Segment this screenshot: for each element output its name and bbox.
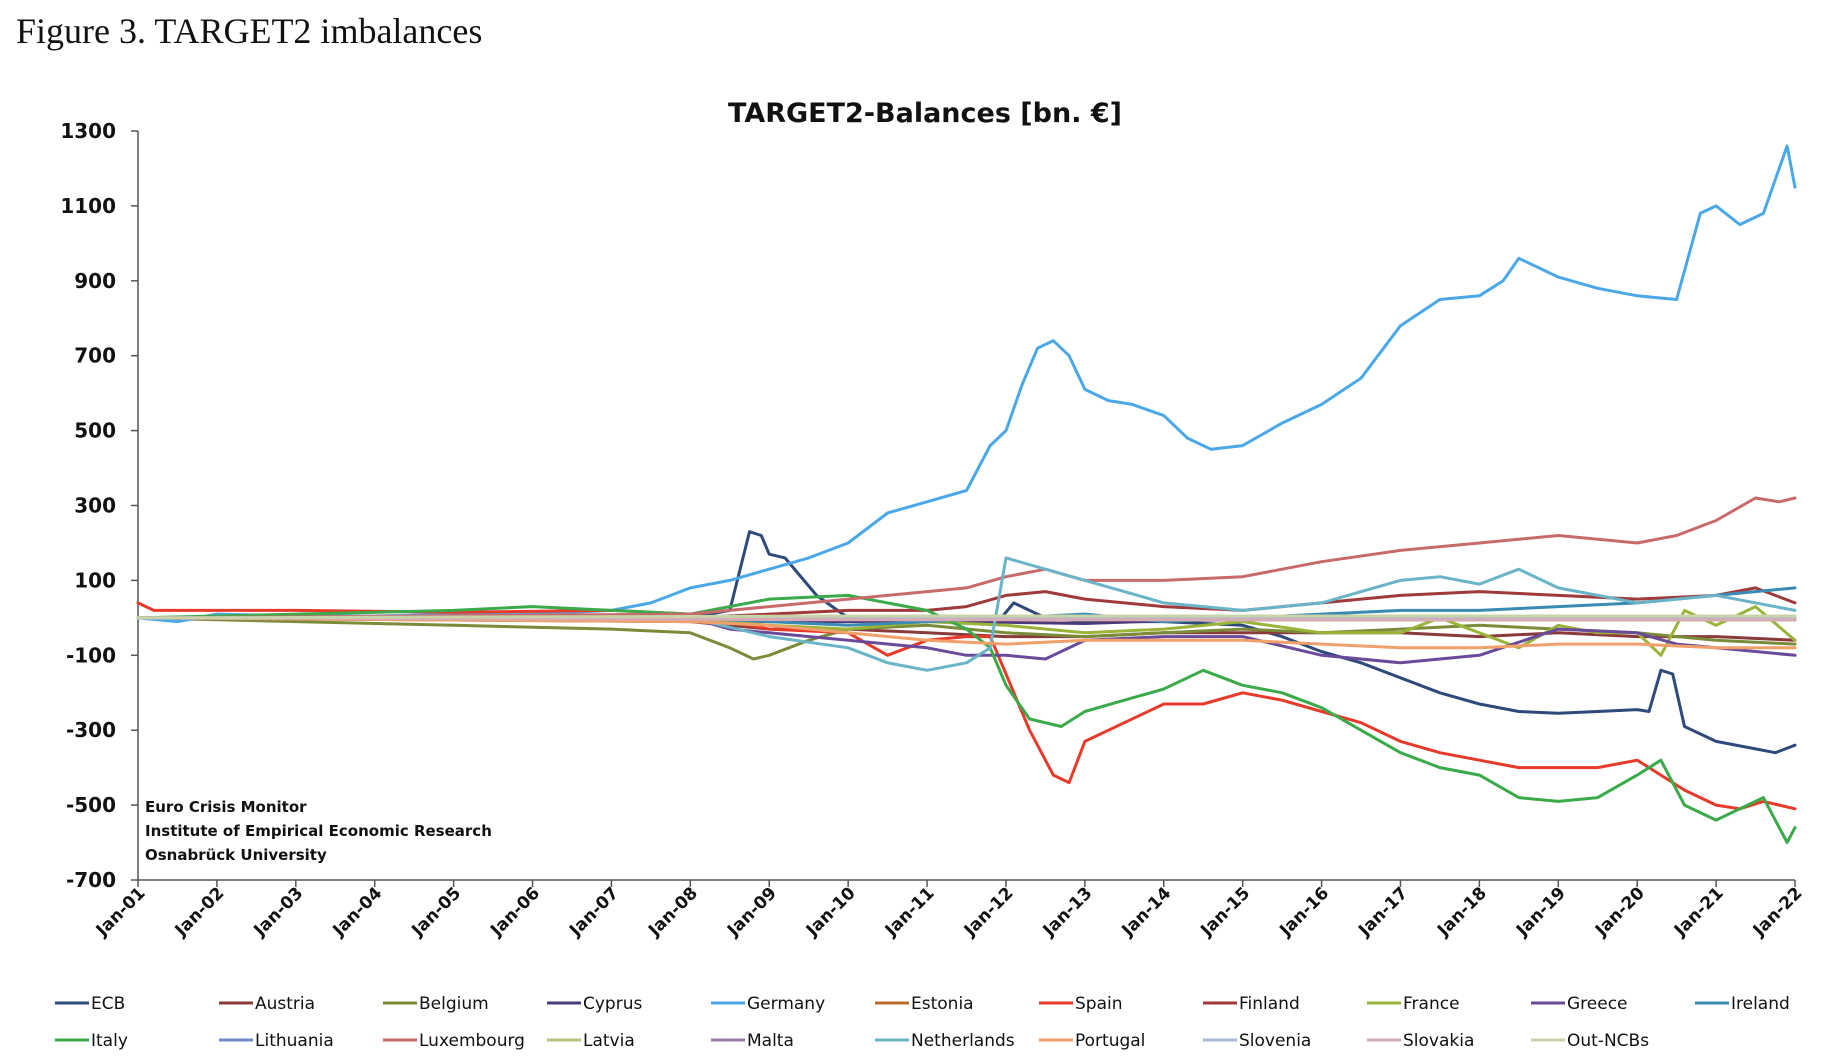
legend-label: Italy [91, 1031, 128, 1051]
series-lines [136, 144, 1797, 844]
legend-item-belgium: Belgium [383, 994, 489, 1014]
series-line-italy [136, 593, 1797, 844]
legend-label: Spain [1075, 994, 1123, 1014]
legend-label: Finland [1239, 994, 1300, 1014]
y-tick-label: -700 [66, 868, 116, 892]
legend-item-malta: Malta [711, 1031, 794, 1051]
y-tick-label: -500 [66, 793, 116, 817]
legend-item-germany: Germany [711, 994, 825, 1014]
legend-item-spain: Spain [1039, 994, 1123, 1014]
legend-item-ecb: ECB [55, 994, 125, 1014]
x-tick-label: Jan-10 [802, 883, 860, 941]
x-axis: Jan-01 Jan-02 Jan-03 Jan-04 Jan-05 Jan-06 Jan-… [92, 879, 1807, 941]
x-tick-label: Jan-02 [171, 883, 229, 941]
legend-label: France [1403, 994, 1460, 1014]
chart-title: TARGET2-Balances [bn. €] [728, 98, 1122, 129]
x-tick-label: Jan-09 [723, 883, 781, 941]
legend-item-greece: Greece [1531, 994, 1628, 1014]
legend: ECB Austria Belgium Cyprus Germany Estonia Spa… [55, 994, 1790, 1051]
x-tick-label: Jan-14 [1118, 883, 1176, 941]
legend-label: Belgium [419, 994, 489, 1014]
x-tick-label: Jan-15 [1196, 883, 1254, 941]
legend-label: Luxembourg [419, 1031, 525, 1051]
legend-item-cyprus: Cyprus [547, 994, 642, 1014]
series-line-spain [136, 601, 1797, 811]
x-tick-label: Jan-06 [486, 883, 544, 941]
legend-label: Lithuania [255, 1031, 334, 1051]
x-tick-label: Jan-20 [1591, 883, 1649, 941]
x-tick-label: Jan-07 [565, 883, 623, 941]
legend-item-france: France [1367, 994, 1460, 1014]
x-tick-label: Jan-17 [1354, 883, 1412, 941]
series-line-finland [136, 586, 1797, 620]
legend-label: Slovakia [1403, 1031, 1474, 1051]
series-line-portugal [136, 616, 1797, 650]
x-tick-label: Jan-19 [1512, 883, 1570, 941]
legend-item-netherlands: Netherlands [875, 1031, 1015, 1051]
y-tick-label: 100 [74, 568, 116, 592]
y-tick-label: -100 [66, 643, 116, 667]
legend-item-latvia: Latvia [547, 1031, 635, 1051]
legend-item-austria: Austria [219, 994, 315, 1014]
legend-item-slovakia: Slovakia [1367, 1031, 1474, 1051]
legend-label: Portugal [1075, 1031, 1145, 1051]
legend-label: Austria [255, 994, 315, 1014]
x-tick-label: Jan-21 [1670, 883, 1728, 941]
x-tick-label: Jan-08 [644, 883, 702, 941]
series-line-luxembourg [136, 496, 1797, 620]
x-tick-label: Jan-04 [329, 883, 387, 941]
annotation-line: Institute of Empirical Economic Research [145, 822, 492, 840]
x-tick-label: Jan-11 [881, 883, 939, 941]
legend-item-estonia: Estonia [875, 994, 974, 1014]
series-line-greece [136, 616, 1797, 665]
y-tick-label: 1100 [60, 194, 116, 218]
legend-item-slovenia: Slovenia [1203, 1031, 1311, 1051]
y-tick-label: 1300 [60, 119, 116, 143]
x-tick-label: Jan-01 [92, 883, 150, 941]
x-tick-label: Jan-05 [407, 883, 465, 941]
legend-item-out-ncbs: Out-NCBs [1531, 1031, 1649, 1051]
series-line-france [136, 605, 1797, 657]
x-tick-label: Jan-16 [1275, 883, 1333, 941]
x-tick-label: Jan-22 [1749, 883, 1807, 941]
legend-label: Netherlands [911, 1031, 1015, 1051]
legend-item-italy: Italy [55, 1031, 128, 1051]
legend-label: Slovenia [1239, 1031, 1311, 1051]
y-tick-label: 500 [74, 419, 116, 443]
legend-label: Germany [747, 994, 825, 1014]
annotation-line: Euro Crisis Monitor [145, 798, 307, 816]
series-line-netherlands [136, 556, 1797, 672]
legend-item-ireland: Ireland [1695, 994, 1790, 1014]
x-tick-label: Jan-13 [1039, 883, 1097, 941]
y-tick-label: 300 [74, 494, 116, 518]
legend-label: Cyprus [583, 994, 642, 1014]
legend-label: Latvia [583, 1031, 635, 1051]
y-tick-label: 700 [74, 344, 116, 368]
legend-item-portugal: Portugal [1039, 1031, 1145, 1051]
legend-item-lithuania: Lithuania [219, 1031, 334, 1051]
figure-caption: Figure 3. TARGET2 imbalances [16, 11, 483, 51]
legend-label: Estonia [911, 994, 974, 1014]
source-annotation: Euro Crisis Monitor Institute of Empirica… [145, 798, 492, 864]
legend-item-finland: Finland [1203, 994, 1300, 1014]
legend-item-luxembourg: Luxembourg [383, 1031, 525, 1051]
y-tick-label: 900 [74, 269, 116, 293]
x-tick-label: Jan-03 [250, 883, 308, 941]
series-line-out-ncbs [136, 614, 1797, 620]
legend-label: Greece [1567, 994, 1628, 1014]
legend-label: ECB [91, 994, 125, 1014]
y-axis: 1300 1100 900 700 500 300 100 -100 -300 -500 -700 [60, 119, 139, 892]
legend-label: Out-NCBs [1567, 1031, 1649, 1051]
x-tick-label: Jan-12 [960, 883, 1018, 941]
series-line-germany [136, 144, 1797, 624]
y-tick-label: -300 [66, 718, 116, 742]
legend-label: Ireland [1731, 994, 1790, 1014]
legend-label: Malta [747, 1031, 794, 1051]
x-tick-label: Jan-18 [1433, 883, 1491, 941]
annotation-line: Osnabrück University [145, 846, 327, 864]
